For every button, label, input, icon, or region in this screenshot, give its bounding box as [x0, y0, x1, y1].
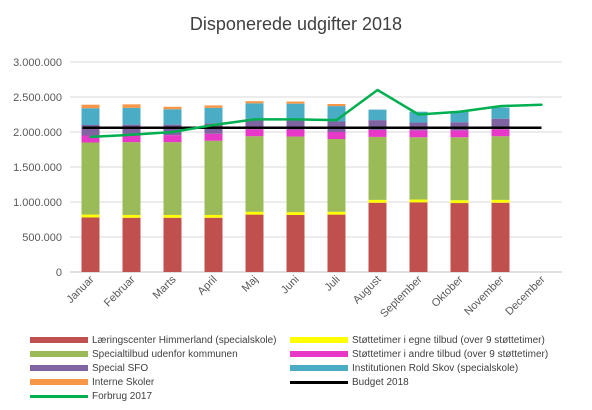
bar-specialtilbud-udenfor-kommunen — [286, 136, 305, 213]
bar-interne-skoler — [245, 101, 264, 104]
bar-stoettetimer-i-andre-tilbud-over-9-stoettetimer — [81, 135, 100, 143]
bar-laeringscenter-himmerland-specialskole — [327, 214, 346, 272]
bar-institutionen-rold-skov-specialskole — [81, 108, 100, 125]
x-tick-label: April — [196, 274, 220, 298]
bar-stoettetimer-i-egne-tilbud-over-9-stoettetimer — [368, 199, 387, 203]
y-tick-label: 2.000.000 — [13, 127, 62, 139]
bar-stoettetimer-i-egne-tilbud-over-9-stoettetimer — [245, 211, 264, 215]
bar-interne-skoler — [81, 104, 100, 109]
bar-laeringscenter-himmerland-specialskole — [245, 214, 264, 272]
bar-specialtilbud-udenfor-kommunen — [327, 139, 346, 212]
bar-interne-skoler — [122, 104, 141, 108]
bar-institutionen-rold-skov-specialskole — [245, 103, 264, 119]
bar-special-sfo — [286, 119, 305, 130]
bar-stoettetimer-i-egne-tilbud-over-9-stoettetimer — [163, 214, 182, 218]
bar-institutionen-rold-skov-specialskole — [491, 107, 510, 119]
bar-institutionen-rold-skov-specialskole — [409, 111, 428, 123]
bar-stoettetimer-i-egne-tilbud-over-9-stoettetimer — [81, 214, 100, 218]
bar-stoettetimer-i-egne-tilbud-over-9-stoettetimer — [450, 200, 469, 204]
line-series — [82, 88, 543, 139]
bar-stoettetimer-i-egne-tilbud-over-9-stoettetimer — [286, 212, 305, 215]
y-tick-label: 500.000 — [22, 232, 62, 244]
line-forbrug-2017 — [89, 88, 543, 139]
x-tick-label: Juli — [322, 274, 342, 294]
bar-stoettetimer-i-andre-tilbud-over-9-stoettetimer — [163, 135, 182, 143]
bar-specialtilbud-udenfor-kommunen — [245, 136, 264, 212]
bar-institutionen-rold-skov-specialskole — [204, 107, 223, 124]
x-tick-label: August — [351, 274, 384, 307]
bar-interne-skoler — [204, 105, 223, 108]
x-tick-label: November — [462, 273, 507, 318]
bar-special-sfo — [163, 124, 182, 136]
bar-special-sfo — [245, 118, 264, 130]
y-tick-label: 0 — [56, 267, 62, 279]
bar-institutionen-rold-skov-specialskole — [163, 109, 182, 125]
bar-institutionen-rold-skov-specialskole — [122, 107, 141, 125]
x-tick-label: Maj — [240, 274, 261, 295]
bar-laeringscenter-himmerland-specialskole — [491, 202, 510, 272]
y-tick-label: 3.000.000 — [13, 57, 62, 69]
bar-stoettetimer-i-andre-tilbud-over-9-stoettetimer — [368, 129, 387, 137]
bar-stoettetimer-i-andre-tilbud-over-9-stoettetimer — [122, 135, 141, 143]
bar-specialtilbud-udenfor-kommunen — [81, 142, 100, 215]
gridlines — [70, 61, 562, 273]
bar-laeringscenter-himmerland-specialskole — [163, 217, 182, 272]
bar-laeringscenter-himmerland-specialskole — [450, 203, 469, 272]
bar-special-sfo — [450, 122, 469, 131]
bar-laeringscenter-himmerland-specialskole — [122, 217, 141, 272]
bar-laeringscenter-himmerland-specialskole — [409, 202, 428, 272]
x-tick-label: Juni — [279, 274, 302, 297]
bar-groups — [81, 101, 510, 272]
bar-stoettetimer-i-andre-tilbud-over-9-stoettetimer — [286, 129, 305, 137]
bar-specialtilbud-udenfor-kommunen — [409, 137, 428, 200]
bar-interne-skoler — [327, 104, 346, 107]
bar-laeringscenter-himmerland-specialskole — [81, 217, 100, 272]
bar-special-sfo — [491, 118, 510, 130]
bar-institutionen-rold-skov-specialskole — [450, 111, 469, 123]
y-tick-label: 2.500.000 — [13, 92, 62, 104]
bar-stoettetimer-i-andre-tilbud-over-9-stoettetimer — [204, 133, 223, 141]
bar-special-sfo — [122, 124, 141, 136]
bar-special-sfo — [368, 120, 387, 130]
bar-specialtilbud-udenfor-kommunen — [450, 137, 469, 201]
bar-stoettetimer-i-andre-tilbud-over-9-stoettetimer — [450, 130, 469, 138]
bar-specialtilbud-udenfor-kommunen — [368, 136, 387, 200]
bar-stoettetimer-i-andre-tilbud-over-9-stoettetimer — [491, 129, 510, 137]
x-tick-label: December — [503, 273, 548, 318]
y-tick-label: 1.500.000 — [13, 162, 62, 174]
bar-stoettetimer-i-andre-tilbud-over-9-stoettetimer — [409, 130, 428, 138]
bar-special-sfo — [409, 122, 428, 131]
bar-special-sfo — [81, 125, 100, 136]
bar-stoettetimer-i-andre-tilbud-over-9-stoettetimer — [245, 129, 264, 137]
bar-stoettetimer-i-egne-tilbud-over-9-stoettetimer — [491, 199, 510, 203]
bar-institutionen-rold-skov-specialskole — [286, 103, 305, 120]
bar-specialtilbud-udenfor-kommunen — [491, 136, 510, 200]
x-tick-label: Januar — [64, 273, 97, 306]
bar-stoettetimer-i-egne-tilbud-over-9-stoettetimer — [409, 199, 428, 203]
bar-interne-skoler — [163, 106, 182, 110]
x-tick-label: Marts — [151, 273, 179, 301]
x-tick-label: Oktober — [429, 273, 465, 309]
bar-specialtilbud-udenfor-kommunen — [122, 142, 141, 215]
bar-stoettetimer-i-egne-tilbud-over-9-stoettetimer — [204, 214, 223, 218]
bar-stoettetimer-i-egne-tilbud-over-9-stoettetimer — [122, 214, 141, 218]
bar-specialtilbud-udenfor-kommunen — [204, 140, 223, 215]
bar-stoettetimer-i-egne-tilbud-over-9-stoettetimer — [327, 211, 346, 215]
chart-title: Disponerede udgifter 2018 — [189, 14, 403, 34]
bar-specialtilbud-udenfor-kommunen — [163, 142, 182, 215]
x-tick-label: Februar — [102, 273, 138, 309]
bar-stoettetimer-i-andre-tilbud-over-9-stoettetimer — [327, 132, 346, 139]
y-tick-label: 1.000.000 — [13, 197, 62, 209]
bar-institutionen-rold-skov-specialskole — [368, 109, 387, 121]
x-tick-label: September — [378, 273, 425, 320]
bar-laeringscenter-himmerland-specialskole — [286, 214, 305, 272]
bar-laeringscenter-himmerland-specialskole — [368, 202, 387, 272]
bar-laeringscenter-himmerland-specialskole — [204, 217, 223, 272]
bar-interne-skoler — [286, 101, 305, 104]
